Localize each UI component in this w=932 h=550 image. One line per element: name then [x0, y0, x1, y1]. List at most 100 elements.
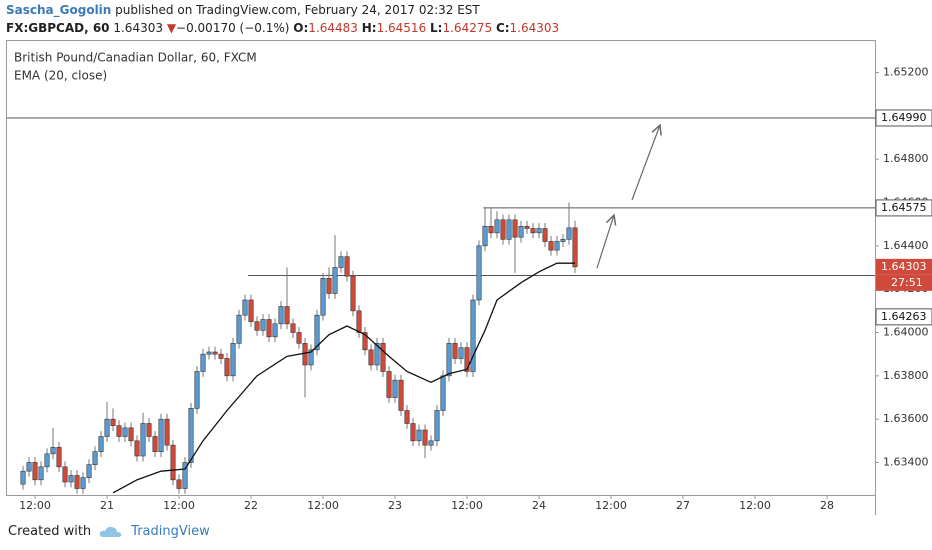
candle-body	[158, 418, 164, 452]
candle-body	[38, 466, 44, 481]
candle-body	[386, 371, 392, 398]
candle-body	[32, 462, 38, 481]
o-value: 1.64483	[308, 21, 358, 35]
y-tick-label: 1.63800	[883, 369, 929, 382]
candle-body	[98, 436, 104, 452]
h-value: 1.64516	[376, 21, 427, 35]
candle-body	[188, 408, 194, 463]
level-label: 1.64575	[881, 201, 927, 214]
chart-title: British Pound/Canadian Dollar, 60, FXCM	[14, 51, 257, 65]
candle-body	[368, 349, 374, 366]
price: 1.64303	[113, 21, 163, 35]
candle-body	[110, 418, 116, 426]
x-tick-label: 12:00	[163, 499, 195, 512]
candle-body	[356, 310, 362, 333]
candle-body	[104, 418, 110, 437]
change: −0.00170 (−0.1%)	[176, 21, 290, 35]
candle-body	[380, 343, 386, 372]
candle-body	[170, 444, 176, 481]
candle-body	[236, 314, 242, 344]
candle-body	[524, 226, 530, 229]
y-tick-label: 1.64400	[883, 239, 929, 252]
last-price-label: 1.64303	[881, 260, 927, 273]
candle-body	[446, 343, 452, 377]
y-tick-label: 1.63400	[883, 456, 929, 469]
level-label: 1.64263	[881, 310, 927, 323]
created-with: Created with	[8, 524, 92, 539]
level-label-box	[875, 308, 932, 326]
arrow	[596, 215, 614, 269]
candle-body	[566, 227, 572, 240]
candle-body	[398, 379, 404, 411]
candle-body	[548, 241, 554, 251]
candle-body	[206, 351, 212, 355]
candle-body	[434, 410, 440, 442]
candle-body	[80, 477, 86, 489]
candle-body	[488, 226, 494, 234]
candle-body	[542, 228, 548, 242]
candle-body	[350, 275, 356, 312]
candle-body	[290, 323, 296, 333]
candle-body	[296, 332, 302, 344]
candle-body	[122, 427, 128, 437]
arrow: ▼	[166, 21, 177, 35]
logo	[99, 526, 122, 537]
candle-body	[326, 278, 332, 294]
candle-body	[494, 219, 500, 234]
candle-body	[530, 228, 536, 234]
candle-body	[332, 267, 338, 294]
candle-body	[416, 429, 422, 442]
candle-body	[230, 343, 236, 377]
x-tick-label: 27	[676, 499, 690, 512]
footer: Created with TradingView	[8, 524, 210, 539]
candle-body	[50, 447, 56, 455]
candle-body	[452, 343, 458, 359]
y-tick-label: 1.64800	[883, 152, 929, 165]
candle-body	[512, 219, 518, 238]
candle-body	[374, 343, 380, 366]
brand[interactable]: TradingView	[131, 524, 210, 539]
candle-body	[284, 306, 290, 325]
candle-body	[146, 423, 152, 437]
candle-body	[200, 353, 206, 372]
author[interactable]: Sascha_Gogolin	[6, 3, 112, 17]
candle-body	[254, 321, 260, 331]
candle-body	[62, 466, 68, 483]
candle-body	[302, 343, 308, 366]
quote-line: FX:GBPCAD, 60 1.64303 ▼−0.00170 (−0.1%) …	[6, 21, 559, 35]
publish-line: Sascha_Gogolin published on TradingView.…	[6, 3, 480, 17]
x-tick-label: 12:00	[451, 499, 483, 512]
level-label: 1.64990	[881, 111, 927, 124]
candle-body	[482, 226, 488, 247]
candle-body	[458, 347, 464, 359]
candle-body	[176, 479, 182, 489]
candle-body	[464, 347, 470, 372]
candle-body	[248, 299, 254, 322]
x-tick-label: 12:00	[739, 499, 771, 512]
l-label: L:	[430, 21, 443, 35]
x-tick-label: 22	[244, 499, 258, 512]
candle-body	[278, 306, 284, 325]
candle-body	[422, 429, 428, 446]
candle-body	[86, 464, 92, 478]
candle-body	[506, 219, 512, 240]
candle-body	[194, 371, 200, 409]
candle-body	[560, 239, 566, 242]
y-tick-label: 1.63600	[883, 412, 929, 425]
candle-body	[92, 451, 98, 465]
candle-body	[134, 440, 140, 457]
candle-body	[314, 314, 320, 351]
x-tick-label: 12:00	[307, 499, 339, 512]
candle-body	[26, 462, 32, 472]
candle-body	[140, 423, 146, 457]
arrow	[631, 125, 660, 201]
candle-body	[212, 351, 218, 355]
chart: British Pound/Canadian Dollar, 60, FXCM …	[6, 40, 932, 515]
candle-body	[536, 228, 542, 234]
candle-body	[572, 227, 578, 268]
candle-body	[362, 332, 368, 351]
candle-body	[260, 319, 266, 331]
candle-body	[308, 349, 314, 366]
candle-body	[518, 226, 524, 238]
candle-body	[554, 241, 560, 251]
